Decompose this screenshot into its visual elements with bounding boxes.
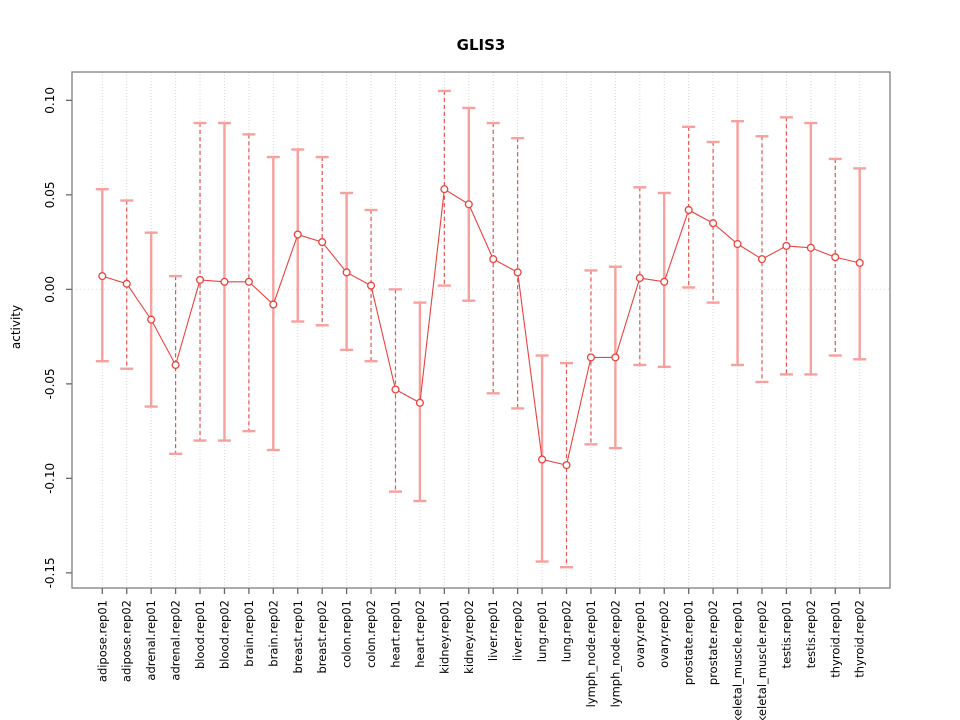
data-point-blood.rep01: [195, 275, 205, 284]
x-tick-label: liver.rep02: [511, 600, 525, 661]
data-point-colon.rep01: [342, 268, 351, 277]
y-tick-label: 0.05: [43, 181, 57, 208]
y-tick-label: -0.10: [43, 463, 57, 494]
x-tick-label: blood.rep02: [217, 600, 231, 669]
x-tick-label: skeletal_muscle.rep02: [755, 600, 769, 720]
x-tick-label: ovary.rep01: [633, 600, 647, 668]
x-tick-label: prostate.rep01: [682, 600, 696, 685]
data-point-lymph_node.rep02: [611, 353, 620, 362]
error-bar-lung.rep02: [560, 361, 574, 569]
x-tick-label: skeletal_muscle.rep01: [731, 600, 745, 720]
data-point-breast.rep01: [293, 230, 302, 239]
data-point-testis.rep01: [782, 241, 791, 250]
y-tick-label: -0.15: [43, 557, 57, 588]
x-tick-label: lymph_node.rep02: [608, 600, 622, 707]
data-point-blood.rep02: [220, 277, 229, 286]
x-tick-label: adipose.rep01: [95, 600, 109, 682]
x-tick-label: testis.rep02: [804, 600, 818, 668]
x-tick-label: adrenal.rep01: [144, 600, 158, 681]
data-point-lung.rep01: [538, 455, 547, 464]
data-point-prostate.rep01: [684, 205, 693, 215]
data-point-breast.rep02: [318, 238, 327, 247]
data-point-liver.rep01: [489, 255, 498, 264]
data-point-brain.rep01: [244, 277, 253, 286]
x-tick-label: colon.rep01: [340, 600, 354, 668]
x-tick-label: prostate.rep02: [706, 600, 720, 685]
data-point-adipose.rep02: [122, 279, 131, 288]
x-tick-label: heart.rep01: [388, 600, 402, 668]
x-tick-label: thyroid.rep02: [853, 600, 867, 678]
x-tick-label: lung.rep02: [560, 600, 574, 662]
error-bar-kidney.rep01: [437, 89, 451, 287]
x-tick-label: kidney.rep01: [437, 600, 451, 674]
y-tick-label: -0.05: [43, 368, 57, 399]
data-point-prostate.rep02: [709, 219, 718, 228]
data-point-kidney.rep02: [464, 200, 473, 209]
error-bar-ovary.rep01: [633, 186, 647, 367]
x-tick-label: liver.rep01: [486, 600, 500, 661]
series-line: [102, 188, 860, 466]
data-point-kidney.rep01: [440, 185, 449, 194]
x-tick-label: breast.rep01: [291, 600, 305, 674]
data-point-liver.rep02: [513, 268, 522, 277]
data-point-thyroid.rep01: [831, 253, 840, 262]
data-point-adipose.rep01: [98, 272, 107, 281]
x-tick-label: thyroid.rep01: [828, 600, 842, 678]
data-point-lymph_node.rep01: [586, 353, 595, 362]
chart-title: GLIS3: [456, 36, 506, 54]
x-tick-label: heart.rep02: [413, 600, 427, 668]
data-point-heart.rep02: [415, 398, 424, 407]
data-point-lung.rep02: [562, 461, 571, 470]
data-point-ovary.rep02: [660, 277, 669, 286]
x-tick-label: adrenal.rep02: [169, 600, 183, 681]
x-tick-label: ovary.rep02: [657, 600, 671, 668]
data-point-brain.rep02: [269, 300, 278, 309]
data-point-testis.rep02: [806, 243, 815, 252]
data-point-heart.rep01: [391, 385, 400, 394]
data-point-adrenal.rep02: [171, 360, 180, 370]
plot-frame: [71, 71, 891, 589]
data-point-adrenal.rep01: [147, 315, 156, 324]
x-tick-label: adipose.rep02: [120, 600, 134, 682]
x-tick-label: brain.rep02: [266, 600, 280, 667]
data-point-colon.rep02: [367, 281, 376, 290]
data-point-skeletal_muscle.rep02: [757, 255, 767, 264]
x-tick-label: lymph_node.rep01: [584, 600, 598, 707]
y-tick-label: 0.10: [43, 87, 57, 114]
error-bar-blood.rep01: [193, 121, 207, 442]
y-tick-label: 0.00: [43, 276, 57, 303]
data-point-skeletal_muscle.rep01: [733, 239, 742, 249]
x-tick-label: testis.rep01: [779, 600, 793, 668]
x-tick-label: kidney.rep02: [462, 600, 476, 674]
x-tick-label: brain.rep01: [242, 600, 256, 667]
data-point-ovary.rep01: [635, 273, 644, 283]
error-bar-colon.rep02: [364, 208, 378, 363]
x-tick-label: blood.rep01: [193, 600, 207, 669]
error-bar-adrenal.rep02: [169, 274, 183, 456]
x-tick-label: lung.rep01: [535, 600, 549, 662]
x-tick-label: breast.rep02: [315, 600, 329, 674]
data-point-thyroid.rep02: [855, 258, 864, 267]
x-tick-label: colon.rep02: [364, 600, 378, 668]
